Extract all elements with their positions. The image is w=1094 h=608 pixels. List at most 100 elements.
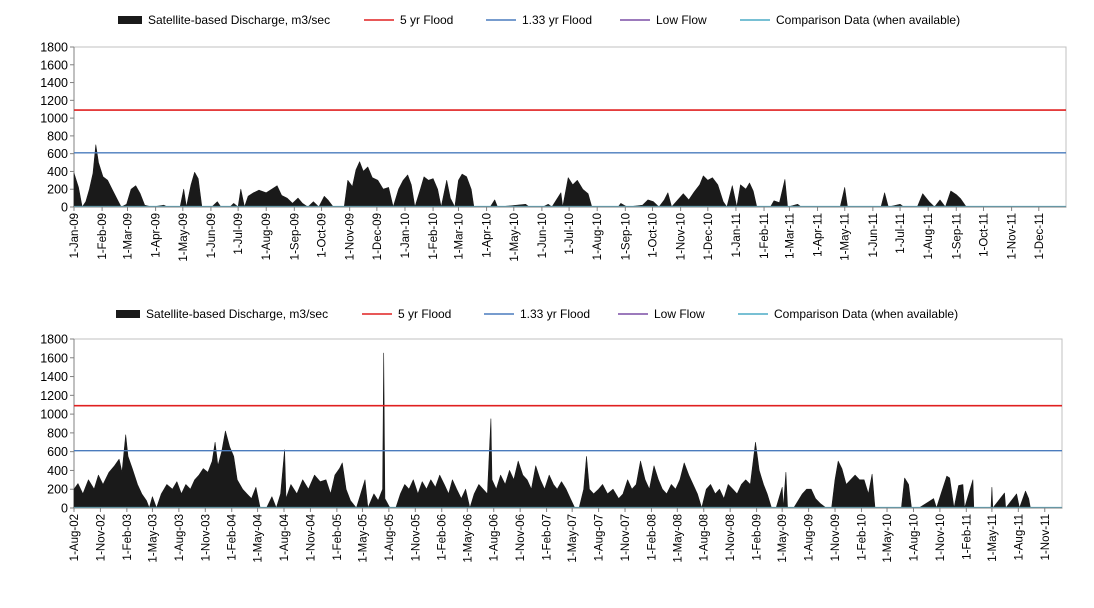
x-tick-label: 1-Nov-07 [620,514,632,561]
legend: Satellite-based Discharge, m3/sec 5 yr Fl… [116,307,958,321]
x-tick-label: 1-Feb-09 [752,514,764,561]
legend-entry: Low Flow [656,13,707,27]
legend-entry: Low Flow [654,307,705,321]
x-tick-label: 1-Nov-11 [1040,514,1052,560]
legend-entry: Satellite-based Discharge, m3/sec [148,13,330,27]
x-tick-label: 1-Nov-04 [305,513,317,561]
x-tick-label: 1-Aug-10 [592,213,604,260]
x-tick-label: 1-Nov-10 [676,213,688,260]
legend-entry: 1.33 yr Flood [522,13,592,27]
legend-swatch-discharge [118,16,142,24]
x-tick-label: 1-Feb-06 [437,514,449,561]
x-tick-label: 1-Dec-11 [1034,213,1046,259]
x-tick-label: 1-Mar-11 [784,213,796,259]
x-tick-label: 1-May-11 [840,213,852,261]
x-tick-label: 1-Oct-09 [317,213,329,258]
x-tick-label: 1-Nov-09 [830,514,842,561]
x-tick-label: 1-May-09 [777,514,789,563]
x-tick-label: 1-Jul-10 [564,213,576,255]
x-tick-label: 1-Aug-09 [261,213,273,260]
y-tick-label: 1400 [40,370,68,384]
x-tick-label: 1-Apr-09 [151,213,163,258]
x-tick-label: 1-Jan-09 [69,213,81,258]
x-tick-label: 1-Feb-03 [122,514,134,561]
x-tick-label: 1-Oct-11 [978,213,990,257]
x-tick-label: 1-Mar-10 [453,213,465,260]
y-tick-label: 1200 [40,94,68,108]
x-tick-label: 1-Dec-10 [703,213,715,260]
y-tick-label: 400 [47,165,68,179]
y-tick-label: 800 [47,129,68,143]
x-tick-label: 1-Feb-05 [332,514,344,561]
x-tick-label: 1-Aug-03 [174,514,186,561]
x-tick-label: 1-May-08 [672,514,684,563]
x-tick-label: 1-Sep-10 [620,213,632,260]
y-tick-label: 1800 [40,333,68,347]
x-tick-label: 1-Jun-09 [206,213,218,258]
y-tick-label: 1400 [40,76,68,90]
x-tick-label: 1-May-10 [882,514,894,563]
x-tick-label: 1-Feb-07 [542,514,554,561]
x-tick-label: 1-Jan-11 [731,213,743,258]
y-tick-label: 0 [61,201,68,215]
x-tick-label: 1-Jul-11 [895,213,907,254]
x-tick-label: 1-Sep-11 [951,213,963,259]
y-tick-label: 600 [47,445,68,459]
x-tick-label: 1-Nov-11 [1007,213,1019,259]
legend-entry: 5 yr Flood [398,307,451,321]
chart-1: Satellite-based Discharge, m3/sec 5 yr Fl… [40,13,1067,262]
x-tick-label: 1-Feb-11 [961,514,973,560]
x-tick-label: 1-Sep-09 [289,213,301,260]
x-tick-label: 1-Feb-04 [227,513,239,560]
x-tick-label: 1-Feb-11 [759,213,771,259]
chart-2: Satellite-based Discharge, m3/sec 5 yr Fl… [40,307,1063,563]
x-tick-label: 1-Feb-10 [856,514,868,561]
y-tick-label: 800 [47,426,68,440]
legend-entry: 1.33 yr Flood [520,307,590,321]
x-tick-label: 1-Aug-09 [804,514,816,561]
x-tick-label: 1-Nov-09 [345,213,357,260]
x-tick-label: 1-Jan-10 [400,213,412,258]
y-tick-label: 1000 [40,112,68,126]
x-tick-label: 1-Nov-08 [725,514,737,561]
y-tick-label: 1000 [40,408,68,422]
legend-entry: Satellite-based Discharge, m3/sec [146,307,328,321]
legend-entry: Comparison Data (when available) [776,13,960,27]
y-tick-label: 1200 [40,389,68,403]
x-tick-label: 1-Jun-10 [537,213,549,258]
x-tick-label: 1-May-06 [462,514,474,563]
x-tick-label: 1-May-03 [147,514,159,563]
x-tick-label: 1-Nov-03 [200,514,212,561]
x-tick-label: 1-May-11 [987,514,999,562]
x-tick-label: 1-May-04 [253,513,265,562]
x-tick-label: 1-May-09 [178,213,190,262]
legend-swatch-discharge [116,310,140,318]
y-tick-label: 400 [47,464,68,478]
y-tick-label: 0 [61,502,68,516]
x-tick-label: 1-Nov-10 [935,514,947,561]
x-tick-label: 1-May-10 [509,213,521,262]
x-tick-label: 1-Aug-04 [279,513,291,561]
x-tick-label: 1-Apr-11 [813,213,825,257]
y-tick-label: 200 [47,183,68,197]
y-tick-label: 600 [47,147,68,161]
legend-entry: Comparison Data (when available) [774,307,958,321]
x-tick-label: 1-Apr-10 [482,213,494,258]
y-tick-label: 200 [47,483,68,497]
y-tick-label: 1600 [40,58,68,72]
x-tick-label: 1-Feb-09 [97,213,109,260]
discharge-area [73,144,1067,208]
x-tick-label: 1-May-07 [567,514,579,563]
x-tick-label: 1-Nov-02 [95,514,107,561]
x-tick-label: 1-May-05 [357,514,369,563]
x-tick-label: 1-Dec-09 [372,213,384,260]
legend: Satellite-based Discharge, m3/sec 5 yr Fl… [118,13,960,27]
x-tick-label: 1-Aug-02 [69,514,81,561]
x-tick-label: 1-Aug-11 [923,213,935,259]
discharge-area [73,352,1063,509]
x-tick-label: 1-Aug-05 [384,514,396,561]
x-tick-label: 1-Jul-09 [233,213,245,255]
x-tick-label: 1-Aug-10 [908,514,920,561]
x-tick-label: 1-Nov-05 [410,514,422,561]
